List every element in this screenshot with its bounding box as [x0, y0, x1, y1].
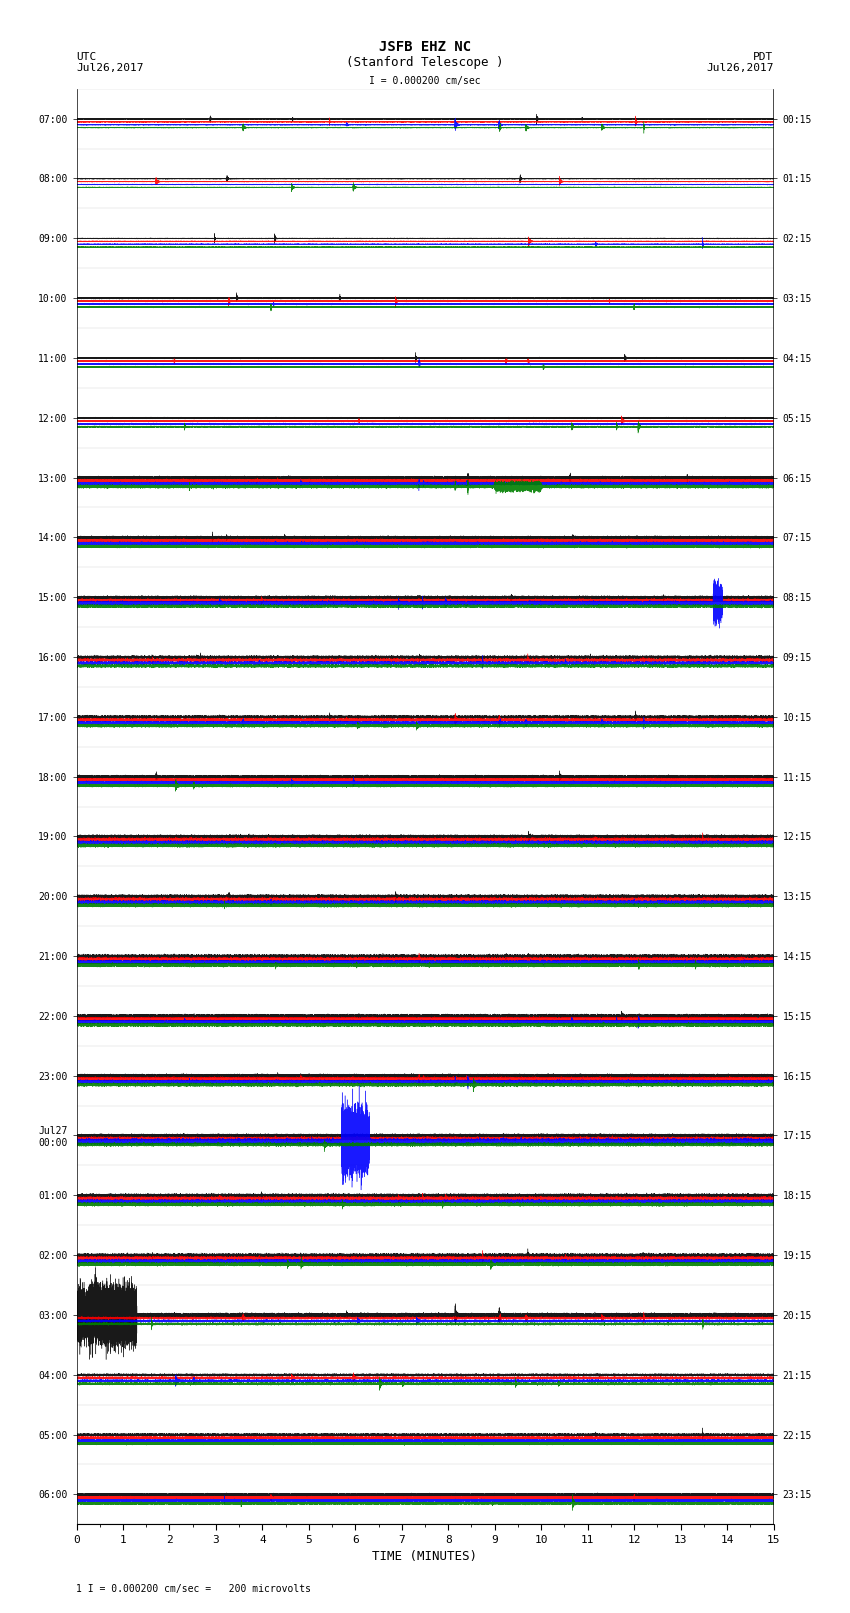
X-axis label: TIME (MINUTES): TIME (MINUTES)	[372, 1550, 478, 1563]
Text: (Stanford Telescope ): (Stanford Telescope )	[346, 56, 504, 69]
Text: UTC
Jul26,2017: UTC Jul26,2017	[76, 52, 144, 73]
Text: PDT
Jul26,2017: PDT Jul26,2017	[706, 52, 774, 73]
Text: 1 I = 0.000200 cm/sec =   200 microvolts: 1 I = 0.000200 cm/sec = 200 microvolts	[76, 1584, 311, 1594]
Text: JSFB EHZ NC: JSFB EHZ NC	[379, 40, 471, 55]
Text: I = 0.000200 cm/sec: I = 0.000200 cm/sec	[369, 76, 481, 85]
